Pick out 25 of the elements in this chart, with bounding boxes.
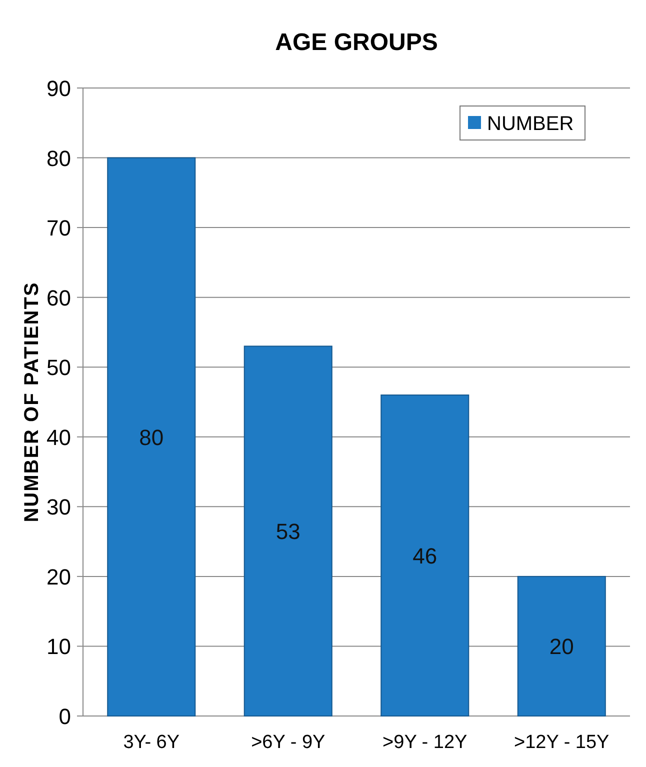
y-tick-label: 80 — [46, 146, 71, 171]
data-label: 20 — [549, 634, 574, 660]
chart-title: AGE GROUPS — [275, 29, 438, 56]
y-tick-label: 10 — [46, 634, 71, 660]
bar — [244, 346, 332, 716]
data-label: 80 — [139, 424, 164, 450]
y-tick-label: 70 — [46, 216, 71, 241]
data-label: 46 — [412, 544, 438, 569]
bar — [380, 394, 470, 716]
y-tick-label: 20 — [46, 564, 71, 590]
data-label: 53 — [276, 519, 300, 544]
y-tick-label: 30 — [46, 494, 71, 520]
bar — [517, 576, 606, 716]
x-tick-label: >12Y - 15Y — [514, 732, 610, 753]
y-axis-title: NUMBER OF PATIENTS — [21, 282, 43, 522]
x-tick-label: >9Y - 12Y — [382, 732, 468, 753]
y-tick-label: 50 — [46, 355, 71, 380]
bar — [107, 157, 196, 716]
y-tick-label: 90 — [46, 76, 71, 101]
y-tick-label: 40 — [46, 424, 71, 450]
x-tick-label: 3Y- 6Y — [123, 732, 180, 753]
y-tick-label: 60 — [46, 285, 71, 310]
x-tick-label: >6Y - 9Y — [251, 732, 326, 753]
legend-label: NUMBER — [487, 113, 574, 135]
y-tick-label: 0 — [58, 704, 71, 729]
